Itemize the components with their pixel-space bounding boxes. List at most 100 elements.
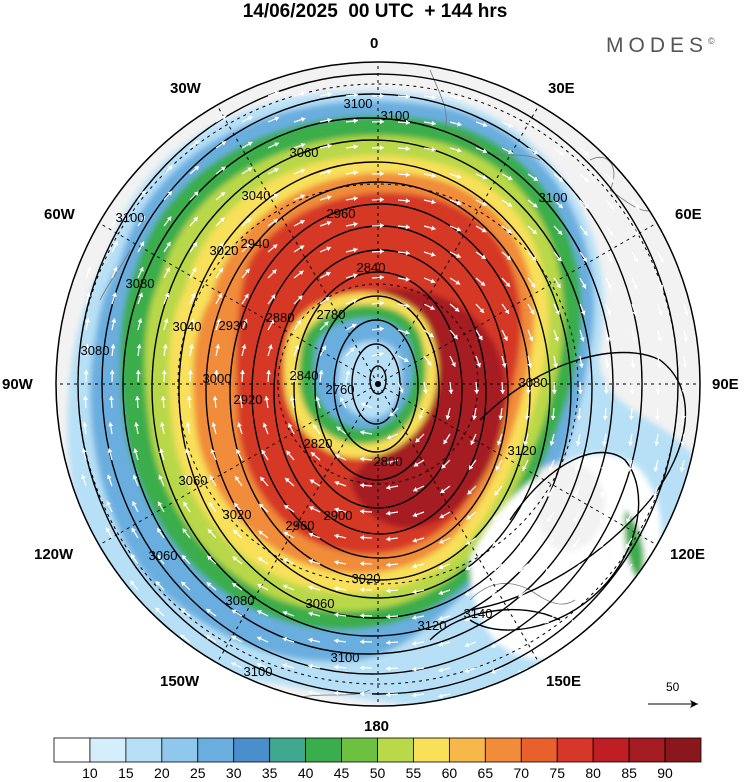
wind-arrow xyxy=(550,407,556,420)
wind-arrow xyxy=(570,615,581,625)
wind-arrow xyxy=(241,141,253,149)
wind-arrow xyxy=(412,511,425,518)
wind-arrow xyxy=(553,251,562,262)
wind-arrow xyxy=(438,641,451,647)
wind-arrow xyxy=(233,502,243,513)
wind-arrow xyxy=(189,292,196,305)
wind-arrow xyxy=(449,303,460,313)
wind-arrow xyxy=(312,423,321,435)
wind-arrow xyxy=(553,277,561,289)
wind-arrow xyxy=(163,190,173,201)
wind-arrow xyxy=(631,225,640,237)
contour-label: 3060 xyxy=(290,145,319,160)
wind-arrow xyxy=(308,611,321,617)
wind-arrow xyxy=(258,503,269,513)
wind-arrow xyxy=(475,277,486,287)
wind-arrow xyxy=(553,225,563,236)
wind-arrow xyxy=(624,563,633,575)
wind-arrow xyxy=(241,344,247,357)
wind-arrow xyxy=(654,433,660,446)
wind-arrow xyxy=(288,423,295,435)
wind-arrow xyxy=(681,407,687,421)
wind-arrow xyxy=(293,117,306,123)
wind-arrow xyxy=(241,115,253,123)
map-boundary xyxy=(55,61,701,707)
wind-arrow xyxy=(575,433,581,446)
wind-arrow xyxy=(371,145,385,151)
meridian-line xyxy=(216,104,379,385)
contour-label: 3060 xyxy=(149,548,178,563)
wind-arrow xyxy=(553,355,558,368)
colorbar-cell xyxy=(233,737,271,763)
wind-arrow xyxy=(525,381,531,395)
wind-arrow xyxy=(282,584,295,591)
wind-arrow xyxy=(159,448,165,461)
wind-arrow xyxy=(385,588,399,594)
wind-arrow xyxy=(360,430,373,436)
wind-arrow xyxy=(360,402,373,409)
colorbar-cell xyxy=(556,737,594,763)
wind-arrow xyxy=(423,277,436,284)
wind-arrow xyxy=(132,474,139,487)
wind-arrow xyxy=(213,369,219,383)
wind-arrow xyxy=(189,267,197,279)
wind-arrow xyxy=(156,527,165,539)
wind-arrow xyxy=(549,433,555,446)
colorbar-tick-label: 40 xyxy=(297,765,314,781)
wind-arrow xyxy=(449,95,462,101)
wind-arrow xyxy=(205,608,217,617)
contour-label: 3080 xyxy=(81,343,110,358)
wind-arrow xyxy=(81,448,87,461)
colorbar-cell xyxy=(628,737,666,763)
wind-arrow xyxy=(319,345,327,357)
reference-vector-label: 50 xyxy=(666,680,680,694)
colorbar-tick-label: 60 xyxy=(441,765,458,781)
wind-arrow xyxy=(106,500,113,513)
wind-arrow xyxy=(135,369,141,383)
wind-arrow xyxy=(231,582,243,591)
wind-arrow xyxy=(267,319,275,331)
wind-arrow xyxy=(241,167,253,175)
wind-arrow xyxy=(185,422,191,435)
wind-arrow xyxy=(653,459,659,472)
wind-arrow xyxy=(231,609,243,617)
wind-arrow xyxy=(423,94,436,100)
wind-arrow xyxy=(571,563,581,574)
wind-arrow xyxy=(631,329,637,342)
wind-arrow xyxy=(626,511,633,524)
wind-arrow xyxy=(157,501,165,513)
colorbar-cell xyxy=(592,737,630,763)
wind-arrow xyxy=(527,303,535,315)
colorbar-cell xyxy=(197,737,235,763)
wind-arrow xyxy=(345,323,357,331)
wind-arrow xyxy=(155,580,165,591)
wind-arrow xyxy=(501,225,512,234)
wind-arrow xyxy=(310,451,321,461)
wind-arrow xyxy=(449,173,462,179)
wind-arrow xyxy=(232,556,243,565)
contour-label: 3000 xyxy=(203,371,232,386)
wind-arrow xyxy=(110,344,116,357)
wind-arrow xyxy=(215,242,225,253)
wind-arrow xyxy=(371,223,385,229)
wind-arrow xyxy=(631,199,640,210)
wind-speed-field xyxy=(56,62,700,706)
wind-arrow xyxy=(576,407,582,421)
wind-arrow xyxy=(551,381,557,395)
wind-arrow xyxy=(449,225,462,232)
wind-arrow xyxy=(412,615,425,620)
wind-arrow xyxy=(438,589,451,596)
colorbar-cell xyxy=(448,737,486,763)
wind-arrow xyxy=(445,407,451,420)
wind-arrow xyxy=(85,318,91,331)
wind-arrow xyxy=(501,173,513,181)
copyright-mark: © xyxy=(708,36,715,46)
colorbar-tick-label: 30 xyxy=(225,765,242,781)
contour-label: 2760 xyxy=(326,382,355,397)
contour-label: 3020 xyxy=(210,243,239,258)
wind-arrow xyxy=(215,140,227,149)
wind-arrow xyxy=(680,433,686,446)
colorbar-cell xyxy=(89,737,127,763)
wind-arrow xyxy=(189,191,199,201)
wind-arrow xyxy=(579,199,589,210)
